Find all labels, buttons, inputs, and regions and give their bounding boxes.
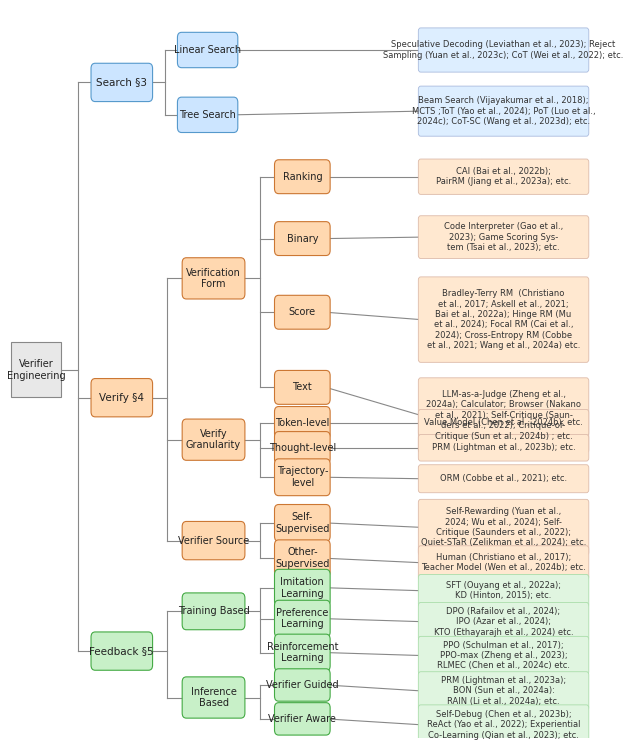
FancyBboxPatch shape: [11, 342, 61, 397]
Text: Bradley-Terry RM  (Christiano
et al., 2017; Askell et al., 2021;
Bai et al., 202: Bradley-Terry RM (Christiano et al., 201…: [427, 289, 580, 350]
Text: LLM-as-a-Judge (Zheng et al.,
2024a); Calculator; Browser (Nakano
et al., 2021);: LLM-as-a-Judge (Zheng et al., 2024a); Ca…: [426, 390, 581, 440]
FancyBboxPatch shape: [275, 504, 330, 542]
Text: Binary: Binary: [287, 234, 318, 243]
Text: Text: Text: [292, 382, 312, 392]
Text: Trajectory-
level: Trajectory- level: [276, 466, 328, 488]
Text: Linear Search: Linear Search: [174, 45, 241, 55]
Text: PRM (Lightman et al., 2023a);
BON (Sun et al., 2024a):
RAIN (Li et al., 2024a); : PRM (Lightman et al., 2023a); BON (Sun e…: [441, 676, 566, 706]
FancyBboxPatch shape: [275, 669, 330, 701]
Text: Training Based: Training Based: [178, 606, 250, 616]
Text: Beam Search (Vijayakumar et al., 2018);
MCTS ;ToT (Yao et al., 2024); PoT (Luo e: Beam Search (Vijayakumar et al., 2018); …: [412, 96, 595, 126]
FancyBboxPatch shape: [275, 702, 330, 735]
Text: Reinforcement
Learning: Reinforcement Learning: [267, 642, 338, 664]
FancyBboxPatch shape: [91, 379, 152, 417]
Text: Self-
Supervised: Self- Supervised: [275, 512, 330, 533]
Text: Verifier Source: Verifier Source: [178, 536, 249, 545]
FancyBboxPatch shape: [91, 632, 152, 670]
FancyBboxPatch shape: [177, 97, 238, 132]
Text: ORM (Cobbe et al., 2021); etc.: ORM (Cobbe et al., 2021); etc.: [440, 474, 567, 483]
Text: Verify
Granularity: Verify Granularity: [186, 429, 241, 450]
FancyBboxPatch shape: [419, 603, 589, 641]
FancyBboxPatch shape: [419, 378, 589, 453]
FancyBboxPatch shape: [275, 600, 330, 637]
FancyBboxPatch shape: [419, 86, 589, 136]
FancyBboxPatch shape: [275, 540, 330, 577]
FancyBboxPatch shape: [182, 419, 245, 461]
FancyBboxPatch shape: [419, 409, 589, 436]
FancyBboxPatch shape: [275, 406, 330, 439]
Text: Verifier Aware: Verifier Aware: [268, 714, 336, 724]
FancyBboxPatch shape: [275, 634, 330, 671]
FancyBboxPatch shape: [419, 277, 589, 362]
Text: PRM (Lightman et al., 2023b); etc.: PRM (Lightman et al., 2023b); etc.: [432, 443, 575, 452]
Text: Other-
Supervised: Other- Supervised: [275, 548, 330, 569]
FancyBboxPatch shape: [419, 216, 589, 258]
FancyBboxPatch shape: [275, 222, 330, 255]
Text: Tree Search: Tree Search: [179, 110, 236, 120]
Text: Token-level: Token-level: [275, 417, 330, 428]
FancyBboxPatch shape: [419, 672, 589, 710]
Text: Self-Debug (Chen et al., 2023b);
ReAct (Yao et al., 2022); Experiential
Co-Learn: Self-Debug (Chen et al., 2023b); ReAct (…: [427, 710, 580, 740]
FancyBboxPatch shape: [182, 257, 245, 299]
Text: PPO (Schulman et al., 2017);
PPO-max (Zheng et al., 2023);
RLMEC (Chen et al., 2: PPO (Schulman et al., 2017); PPO-max (Zh…: [437, 641, 570, 670]
FancyBboxPatch shape: [91, 63, 152, 102]
Text: CAI (Bai et al., 2022b);
PairRM (Jiang et al., 2023a); etc.: CAI (Bai et al., 2022b); PairRM (Jiang e…: [436, 167, 571, 187]
FancyBboxPatch shape: [419, 636, 589, 675]
FancyBboxPatch shape: [275, 160, 330, 193]
Text: Verifier Guided: Verifier Guided: [266, 680, 339, 690]
Text: Value Model (Chen et al., 2024b); etc.: Value Model (Chen et al., 2024b); etc.: [424, 418, 583, 427]
FancyBboxPatch shape: [419, 546, 589, 580]
Text: Code Interpreter (Gao et al.,
2023); Game Scoring Sys-
tem (Tsai et al., 2023); : Code Interpreter (Gao et al., 2023); Gam…: [444, 222, 563, 252]
Text: Human (Christiano et al., 2017);
Teacher Model (Wen et al., 2024b); etc.: Human (Christiano et al., 2017); Teacher…: [421, 553, 586, 572]
FancyBboxPatch shape: [275, 432, 330, 464]
FancyBboxPatch shape: [275, 569, 330, 606]
FancyBboxPatch shape: [419, 705, 589, 744]
FancyBboxPatch shape: [275, 295, 330, 329]
Text: Search §3: Search §3: [96, 77, 147, 87]
Text: Self-Rewarding (Yuan et al.,
2024; Wu et al., 2024); Self-
Critique (Saunders et: Self-Rewarding (Yuan et al., 2024; Wu et…: [421, 507, 586, 548]
Text: Feedback §5: Feedback §5: [90, 646, 154, 656]
FancyBboxPatch shape: [275, 459, 330, 496]
FancyBboxPatch shape: [419, 28, 589, 72]
FancyBboxPatch shape: [419, 465, 589, 493]
FancyBboxPatch shape: [419, 574, 589, 607]
FancyBboxPatch shape: [419, 434, 589, 461]
Text: Thought-level: Thought-level: [269, 443, 336, 453]
Text: Verify §4: Verify §4: [99, 393, 144, 403]
FancyBboxPatch shape: [177, 32, 238, 68]
Text: Verification
Form: Verification Form: [186, 268, 241, 289]
Text: Verifier
Engineering: Verifier Engineering: [6, 359, 65, 380]
FancyBboxPatch shape: [419, 159, 589, 194]
Text: Ranking: Ranking: [282, 172, 322, 182]
Text: Score: Score: [289, 307, 316, 317]
Text: Preference
Learning: Preference Learning: [276, 608, 328, 629]
Text: Inference
Based: Inference Based: [191, 687, 236, 708]
FancyBboxPatch shape: [182, 522, 245, 559]
Text: SFT (Ouyang et al., 2022a);
KD (Hinton, 2015); etc.: SFT (Ouyang et al., 2022a); KD (Hinton, …: [446, 581, 561, 600]
FancyBboxPatch shape: [419, 499, 589, 555]
Text: Imitation
Learning: Imitation Learning: [280, 577, 324, 599]
Text: Speculative Decoding (Leviathan et al., 2023); Reject
Sampling (Yuan et al., 202: Speculative Decoding (Leviathan et al., …: [383, 40, 624, 60]
FancyBboxPatch shape: [182, 677, 245, 718]
FancyBboxPatch shape: [275, 371, 330, 404]
FancyBboxPatch shape: [182, 593, 245, 629]
Text: DPO (Rafailov et al., 2024);
IPO (Azar et al., 2024);
KTO (Ethayarajh et al., 20: DPO (Rafailov et al., 2024); IPO (Azar e…: [434, 607, 573, 637]
